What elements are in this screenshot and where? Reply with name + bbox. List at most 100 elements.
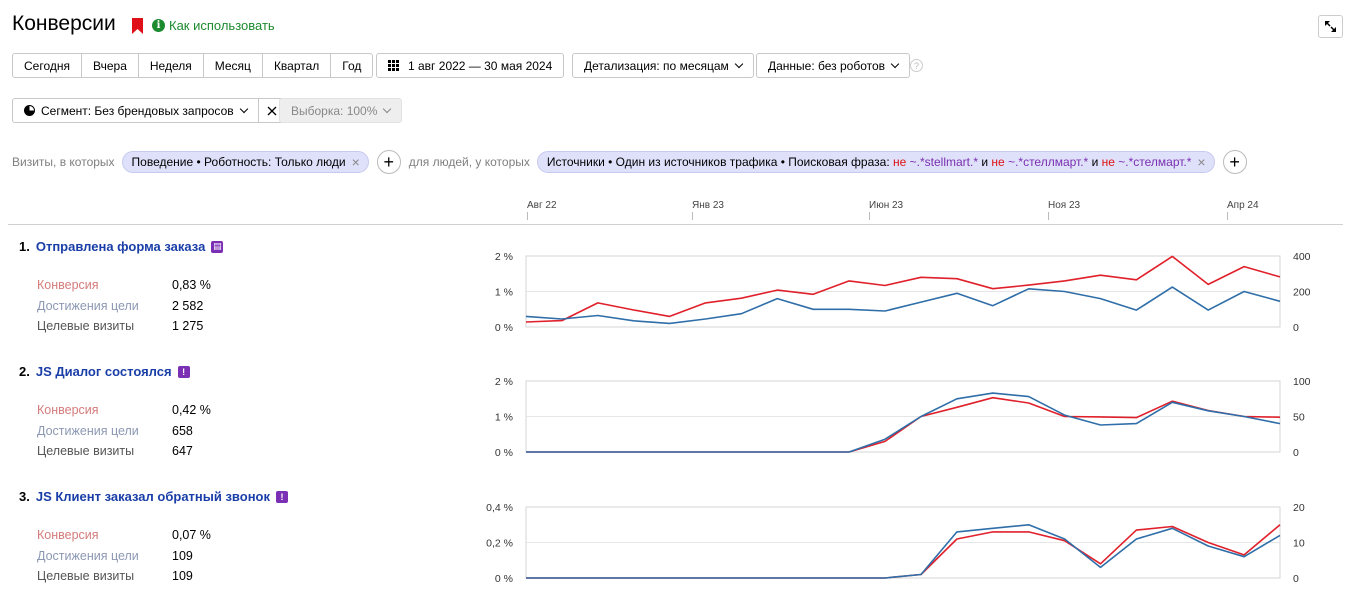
add-visits-filter-button[interactable]: + [376, 150, 401, 174]
close-icon [267, 106, 277, 115]
detail-dropdown-label: Детализация: по месяцам [584, 58, 729, 73]
pattern-1: ~.*stellmart.* [909, 155, 979, 169]
goal-name-link[interactable]: JS Диалог состоялся [35, 364, 172, 379]
visits-series-line [526, 392, 1281, 453]
left-tick-label: 2 % [495, 376, 513, 388]
timeline-label: Апр 24 [1227, 200, 1259, 211]
segment-pie-icon [24, 105, 35, 116]
timeline-label: Янв 23 [692, 200, 724, 211]
conversion-series-line [525, 255, 1281, 323]
timeline-label: Авг 22 [527, 200, 557, 211]
right-tick-label: 200 [1293, 287, 1311, 299]
achievements-label: Достижения цели [37, 298, 139, 313]
info-icon: i [152, 19, 165, 32]
detail-dropdown[interactable]: Детализация: по месяцам [572, 53, 754, 78]
filter-row: Визиты, в которых Поведение • Роботность… [12, 150, 1247, 174]
and-word: и [981, 155, 989, 169]
timeline-label: Июн 23 [869, 200, 904, 211]
data-dropdown[interactable]: Данные: без роботов [756, 53, 911, 78]
close-icon[interactable]: × [351, 154, 360, 170]
target-visits-label: Целевые визиты [37, 319, 135, 333]
people-filter-chip[interactable]: Источники • Один из источников трафика •… [536, 151, 1215, 173]
add-people-filter-button[interactable]: + [1222, 150, 1247, 174]
goal-title: 3. JS Клиент заказал обратный звонок! [19, 489, 288, 504]
visits-prefix: Визиты, в которых [12, 155, 115, 169]
right-tick-label: 400 [1293, 251, 1311, 263]
left-tick-label: 0,4 % [486, 502, 513, 514]
conversion-value: 0,83 % [172, 278, 211, 292]
right-tick-label: 50 [1293, 412, 1305, 424]
timeline-tick [1227, 212, 1228, 220]
target-visits-value: 647 [172, 444, 193, 458]
sample-dropdown[interactable]: Выборка: 100% [279, 98, 403, 123]
people-prefix: для людей, у которых [408, 155, 530, 169]
divider [8, 224, 1343, 225]
timeline-tick [692, 212, 693, 220]
left-tick-label: 1 % [495, 287, 513, 299]
sample-label: Выборка: 100% [291, 103, 378, 118]
form-icon: ▤ [211, 240, 224, 253]
date-range-button[interactable]: 1 авг 2022 — 30 мая 2024 [376, 53, 565, 78]
right-tick-label: 10 [1293, 538, 1305, 550]
goal-number: 1. [19, 239, 30, 254]
calendar-icon [388, 60, 399, 71]
left-tick-label: 2 % [495, 251, 513, 263]
segment-label: Сегмент: Без брендовых запросов [41, 103, 234, 118]
data-dropdown-label: Данные: без роботов [768, 58, 886, 73]
period-button[interactable]: Неделя [138, 53, 204, 78]
timeline-tick [869, 212, 870, 220]
left-tick-label: 0 % [495, 322, 513, 334]
timeline-tick [1048, 212, 1049, 220]
right-tick-label: 0 [1293, 573, 1299, 585]
help-link-label: Как использовать [169, 18, 275, 33]
goal-number: 2. [19, 364, 30, 379]
achievements-value: 658 [172, 423, 193, 438]
plus-icon: + [383, 152, 395, 172]
visits-series-line [526, 523, 1281, 579]
target-visits-label: Целевые визиты [37, 444, 135, 458]
right-tick-label: 100 [1293, 376, 1311, 388]
period-button[interactable]: Квартал [262, 53, 332, 78]
conversion-value: 0,07 % [172, 528, 211, 542]
goal-number: 3. [19, 489, 30, 504]
conversion-series-line [526, 524, 1281, 579]
conversion-label: Конверсия [37, 528, 99, 542]
bookmark-icon[interactable] [131, 18, 144, 34]
left-tick-label: 0 % [495, 573, 513, 585]
target-visits-label: Целевые визиты [37, 569, 135, 583]
expand-button[interactable] [1318, 15, 1343, 38]
left-tick-label: 0 % [495, 447, 513, 459]
page-title: Конверсии [12, 12, 116, 35]
js-event-icon: ! [276, 490, 288, 503]
right-tick-label: 0 [1293, 447, 1299, 459]
achievements-value: 2 582 [172, 298, 204, 313]
period-button[interactable]: Месяц [203, 53, 263, 78]
segment-dropdown[interactable]: Сегмент: Без брендовых запросов [12, 98, 259, 123]
people-filter-base: Источники • Один из источников трафика •… [546, 155, 890, 169]
visits-filter-label: Поведение • Роботность: Только люди [131, 155, 346, 169]
period-button[interactable]: Сегодня [12, 53, 82, 78]
right-tick-label: 0 [1293, 322, 1299, 334]
visits-filter-chip[interactable]: Поведение • Роботность: Только люди × [121, 151, 369, 173]
and-word: и [1091, 155, 1099, 169]
goal-title: 2. JS Диалог состоялся! [19, 364, 190, 379]
target-visits-value: 109 [172, 569, 193, 583]
left-tick-label: 1 % [495, 412, 513, 424]
achievements-label: Достижения цели [37, 423, 139, 438]
conversion-label: Конверсия [37, 403, 99, 417]
plus-icon: + [1229, 152, 1240, 172]
neg-word: не [893, 155, 907, 169]
period-button[interactable]: Вчера [82, 53, 139, 78]
goal-name-link[interactable]: Отправлена форма заказа [35, 239, 206, 254]
close-icon[interactable]: × [1197, 154, 1206, 170]
expand-icon [1325, 21, 1336, 32]
js-event-icon: ! [177, 365, 190, 378]
conversion-value: 0,42 % [172, 403, 211, 417]
period-button[interactable]: Год [331, 53, 374, 78]
help-link[interactable]: i Как использовать [152, 18, 275, 33]
date-range-label: 1 авг 2022 — 30 мая 2024 [408, 58, 553, 73]
question-icon[interactable]: ? [910, 59, 923, 72]
goal-name-link[interactable]: JS Клиент заказал обратный звонок [35, 489, 270, 504]
right-tick-label: 20 [1293, 502, 1305, 514]
